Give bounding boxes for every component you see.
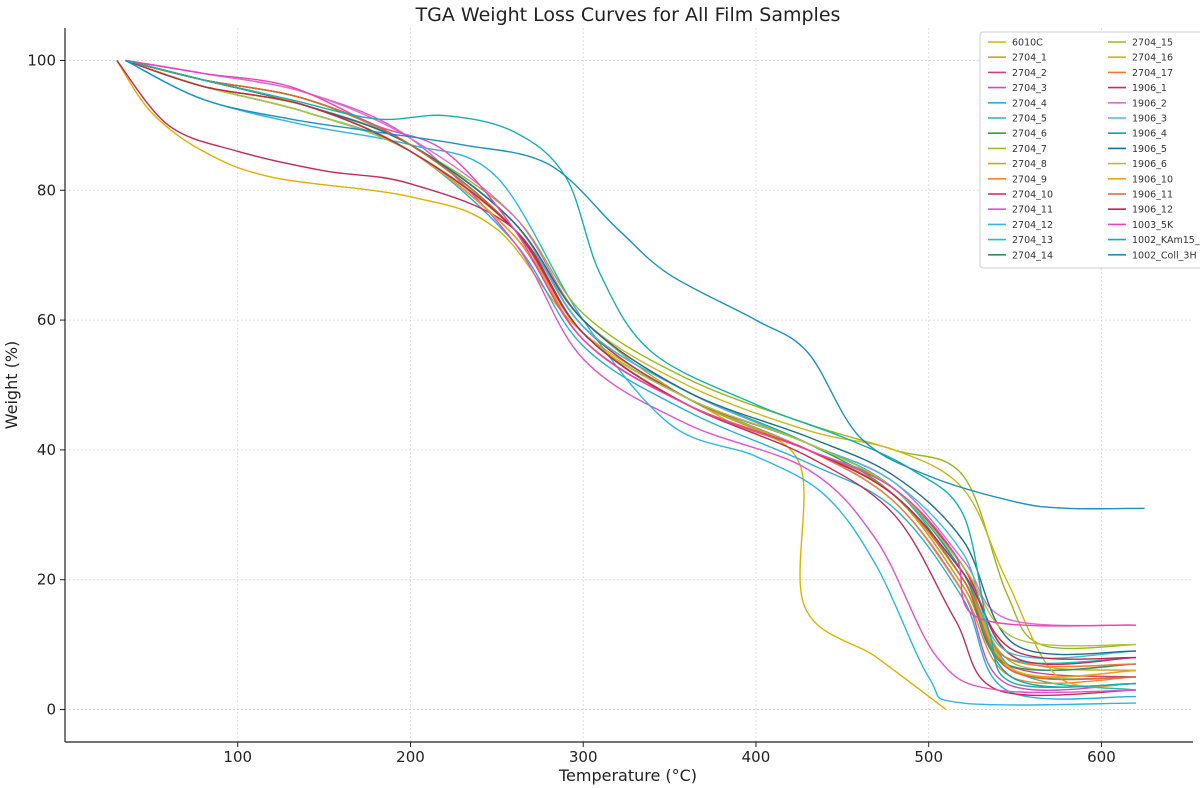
legend-label-2704-8: 2704_8 <box>1012 159 1047 170</box>
legend-label-1906-3: 1906_3 <box>1132 114 1167 125</box>
y-tick-label: 100 <box>27 51 56 69</box>
legend-label-2704-3: 2704_3 <box>1012 83 1047 94</box>
legend-frame <box>979 31 1200 269</box>
legend-label-1906-6: 1906_6 <box>1132 159 1167 170</box>
legend-label-2704-15: 2704_15 <box>1132 38 1173 49</box>
y-tick-label: 60 <box>37 311 56 329</box>
axis-ticks: 100 200 300 400 500 600 0 20 40 60 80 100 <box>27 51 1115 766</box>
legend-label-1906-4: 1906_4 <box>1132 129 1167 140</box>
x-tick-label: 400 <box>742 748 771 766</box>
x-tick-label: 100 <box>223 748 252 766</box>
legend-label-2704-10: 2704_10 <box>1012 190 1053 201</box>
y-tick-label: 40 <box>37 441 56 459</box>
x-tick-label: 300 <box>569 748 598 766</box>
y-tick-label: 20 <box>37 571 56 589</box>
legend-label-2704-9: 2704_9 <box>1012 174 1047 185</box>
legend-label-2704-7: 2704_7 <box>1012 144 1047 155</box>
chart-title: TGA Weight Loss Curves for All Film Samp… <box>415 4 841 26</box>
legend-label-2704-6: 2704_6 <box>1012 129 1047 140</box>
series-line-1906-12 <box>125 59 1137 660</box>
series-line-6010c <box>116 60 947 711</box>
gridlines <box>65 28 1193 742</box>
legend-label-1906-5: 1906_5 <box>1132 144 1167 155</box>
series-lines <box>116 59 1145 711</box>
x-tick-label: 200 <box>396 748 425 766</box>
legend-label-2704-4: 2704_4 <box>1012 98 1047 109</box>
legend-label-6010c: 6010C <box>1012 38 1043 49</box>
legend-label-2704-17: 2704_17 <box>1132 68 1173 79</box>
legend-label-2704-5: 2704_5 <box>1012 114 1047 125</box>
legend: 6010C 2704_1 2704_2 2704_3 2704_4 2704_5 2704_… <box>979 31 1200 269</box>
series-line-1002-kam15-3h <box>125 59 1137 689</box>
axes <box>64 28 1193 743</box>
legend-label-1002-kam15-3h: 1002_KAm15_3H <box>1132 235 1200 246</box>
legend-label-2704-2: 2704_2 <box>1012 68 1047 79</box>
legend-label-1002-coll-3h: 1002_Coll_3H <box>1132 250 1197 261</box>
y-axis-label: Weight (%) <box>2 341 21 430</box>
series-line-1906-6 <box>125 59 1137 647</box>
legend-label-2704-12: 2704_12 <box>1012 220 1053 231</box>
x-tick-label: 500 <box>914 748 943 766</box>
series-line-1003-5k <box>125 59 1137 627</box>
legend-label-1906-11: 1906_11 <box>1132 190 1173 201</box>
legend-label-2704-14: 2704_14 <box>1012 250 1053 261</box>
series-line-2704-12 <box>125 59 1137 706</box>
x-axis-label: Temperature (°C) <box>558 766 697 785</box>
legend-label-1906-1: 1906_1 <box>1132 83 1167 94</box>
legend-label-1906-10: 1906_10 <box>1132 174 1173 185</box>
legend-label-2704-11: 2704_11 <box>1012 205 1053 216</box>
legend-label-1906-12: 1906_12 <box>1132 205 1173 216</box>
series-line-1002-coll-3h <box>125 59 1145 510</box>
y-tick-label: 0 <box>46 701 56 719</box>
legend-label-2704-1: 2704_1 <box>1012 53 1047 64</box>
legend-label-2704-13: 2704_13 <box>1012 235 1053 246</box>
legend-label-1906-2: 1906_2 <box>1132 98 1167 109</box>
legend-label-1003-5k: 1003_5K <box>1132 220 1174 231</box>
y-tick-label: 80 <box>37 181 56 199</box>
legend-label-2704-16: 2704_16 <box>1132 53 1173 64</box>
x-tick-label: 600 <box>1087 748 1116 766</box>
